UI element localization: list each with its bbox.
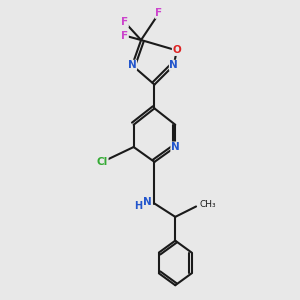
Text: F: F [121,31,128,40]
Text: H: H [134,202,142,212]
Text: CH₃: CH₃ [199,200,216,209]
Text: F: F [121,17,128,27]
Text: Cl: Cl [97,157,108,167]
Text: N: N [169,60,178,70]
Text: O: O [172,45,181,56]
Text: N: N [143,197,152,207]
Text: N: N [171,142,180,152]
Text: N: N [128,60,136,70]
Text: F: F [155,8,163,18]
